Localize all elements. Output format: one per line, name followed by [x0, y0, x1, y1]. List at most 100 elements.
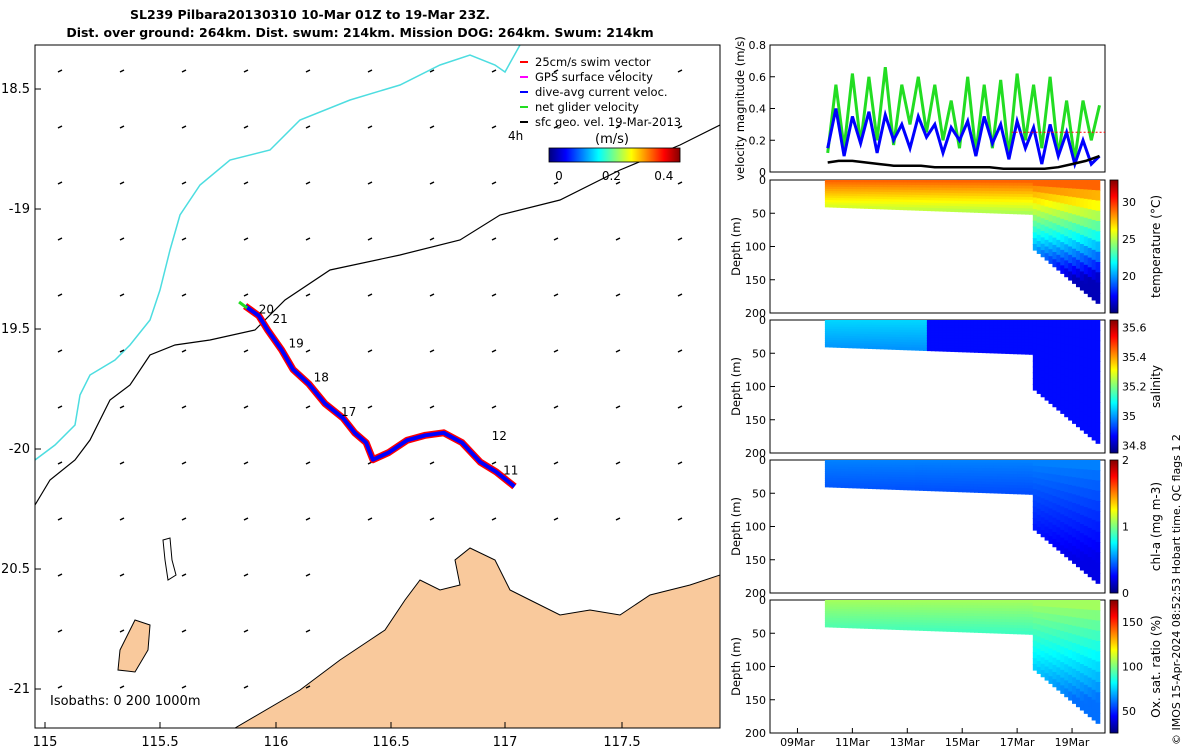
section-cell	[836, 342, 842, 346]
section-cell	[860, 616, 865, 620]
section-cell	[1028, 194, 1034, 198]
section-cell	[1075, 522, 1081, 532]
section-colorbar-cell	[1110, 388, 1118, 390]
section-colorbar-cell	[1110, 236, 1118, 238]
section-cell	[1009, 328, 1015, 332]
section-cell	[993, 616, 999, 620]
section-colorbar-cell	[1110, 685, 1118, 687]
section-cell	[871, 180, 877, 184]
section-cell	[1060, 491, 1066, 500]
section-cell	[1091, 239, 1097, 251]
section-cell	[989, 339, 995, 343]
section-cell	[1068, 476, 1073, 486]
section-colorbar-cell	[1110, 681, 1118, 683]
section-cell	[989, 325, 995, 329]
section-cell	[860, 618, 865, 622]
section-cell	[989, 624, 995, 628]
section-cell	[962, 182, 967, 187]
section-cell	[1087, 349, 1093, 360]
section-cell	[938, 332, 944, 337]
section-colorbar-cell	[1110, 479, 1118, 481]
section-cell	[981, 196, 987, 200]
section-cell	[1072, 634, 1077, 644]
section-cell	[1001, 624, 1007, 629]
section-cell	[1013, 185, 1018, 190]
section-cell	[1040, 523, 1046, 531]
section-cell	[832, 604, 838, 608]
section-colorbar-cell	[1110, 383, 1118, 385]
section-cell	[871, 320, 877, 324]
colorbar-cell	[593, 148, 595, 162]
section-colorbar-cell	[1110, 299, 1118, 301]
section-cell	[934, 488, 940, 492]
colorbar-cell	[674, 148, 676, 162]
section-cell	[922, 342, 928, 346]
section-cell	[970, 475, 975, 480]
section-cell	[875, 336, 881, 340]
section-cell	[919, 485, 924, 489]
section-cell	[930, 620, 936, 624]
section-cell	[934, 185, 940, 189]
section-cell	[1064, 376, 1069, 386]
section-cell	[1075, 373, 1081, 383]
section-cell	[1056, 614, 1062, 624]
section-cell	[977, 322, 983, 327]
section-cell	[1056, 527, 1062, 536]
section-cell	[864, 607, 869, 611]
section-colorbar-cell	[1110, 301, 1118, 303]
section-cell	[824, 337, 830, 341]
section-cell	[942, 203, 948, 207]
section-cell	[1087, 518, 1093, 529]
section-cell	[930, 347, 936, 352]
section-cell	[883, 611, 889, 616]
mainland	[234, 547, 720, 728]
section-colorbar-cell	[1110, 366, 1118, 368]
section-cell	[879, 346, 885, 350]
section-cell	[840, 600, 846, 604]
section-cell	[883, 621, 889, 625]
section-colorbar-cell	[1110, 703, 1118, 705]
section-cell	[922, 602, 928, 606]
section-cell	[883, 609, 889, 613]
section-cell	[883, 331, 889, 336]
section-cell	[993, 487, 999, 491]
section-colorbar-cell	[1110, 259, 1118, 261]
section-cell	[871, 481, 877, 485]
section-cell	[1083, 637, 1089, 648]
section-cell	[922, 192, 928, 196]
section-cell	[868, 462, 873, 466]
section-colorbar-cell	[1110, 260, 1118, 262]
section-colorbar-cell	[1110, 208, 1118, 210]
section-cell	[966, 338, 971, 342]
section-cell	[1095, 292, 1101, 304]
section-cell	[840, 184, 846, 188]
section-colorbar-cell	[1110, 715, 1118, 717]
section-cell	[1083, 338, 1089, 350]
section-cell	[934, 342, 940, 347]
section-cell	[832, 462, 838, 466]
section-cell	[1079, 271, 1085, 282]
section-cell	[915, 602, 920, 606]
section-cell	[1079, 664, 1085, 674]
section-cell	[903, 607, 909, 611]
section-cell	[1075, 250, 1081, 261]
section-cell	[973, 196, 979, 200]
section-cell	[864, 203, 869, 207]
section-cell	[856, 182, 862, 186]
section-cell	[1028, 622, 1034, 627]
section-colorbar-cell	[1110, 529, 1118, 531]
section-cell	[981, 336, 987, 340]
section-cell	[1072, 485, 1077, 496]
section-cell	[1017, 613, 1022, 618]
section-cell	[930, 332, 936, 337]
section-colorbar-cell	[1110, 502, 1118, 504]
section-cell	[1017, 202, 1022, 206]
section-cell	[962, 343, 967, 348]
section-cell	[1005, 616, 1011, 621]
section-colorbar-cell	[1110, 202, 1118, 204]
section-cell	[1021, 602, 1026, 607]
section-cell	[985, 198, 991, 203]
section-cell	[824, 460, 830, 464]
section-cell	[899, 481, 905, 486]
